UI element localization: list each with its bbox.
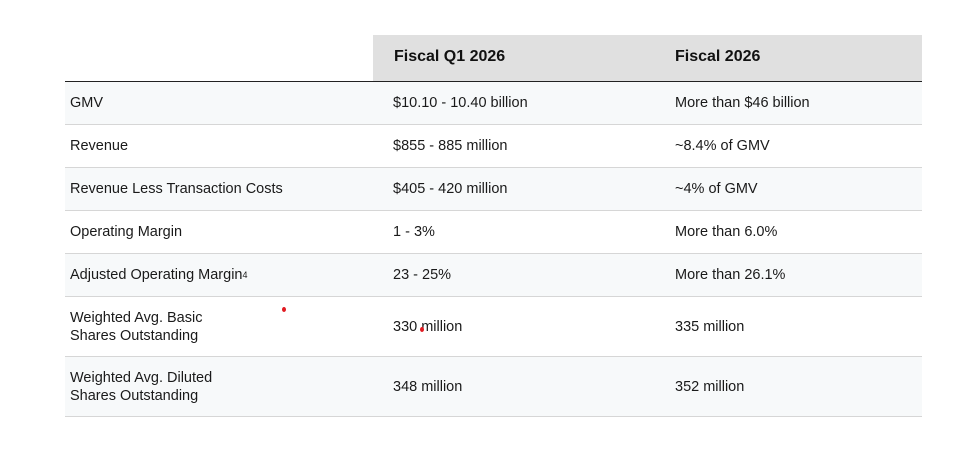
q1-value: 23 - 25% — [393, 267, 452, 283]
row-label-cell: Weighted Avg. Diluted Shares Outstanding — [70, 357, 360, 416]
table-row: Weighted Avg. Basic Shares Outstanding 3… — [65, 297, 922, 357]
table-row: Revenue $855 - 885 million ~8.4% of GMV — [65, 125, 922, 168]
row-label-cell: Weighted Avg. Basic Shares Outstanding — [70, 297, 360, 356]
row-label: GMV — [70, 95, 104, 111]
guidance-table: Fiscal Q1 2026 Fiscal 2026 GMV $10.10 - … — [65, 35, 922, 417]
row-label-line2: Shares Outstanding — [70, 387, 199, 404]
red-marker-dot — [282, 307, 286, 312]
fy-value: ~8.4% of GMV — [675, 138, 770, 154]
table-row: Weighted Avg. Diluted Shares Outstanding… — [65, 357, 922, 417]
fy-value: 352 million — [675, 378, 745, 395]
table-row: Revenue Less Transaction Costs $405 - 42… — [65, 168, 922, 211]
row-label-cell: Adjusted Operating Margin 4 — [70, 267, 248, 283]
header-background — [373, 35, 922, 81]
fy-value: ~4% of GMV — [675, 181, 758, 197]
q1-value: 1 - 3% — [393, 224, 435, 240]
row-label-line2: Shares Outstanding — [70, 327, 199, 344]
q1-value: $405 - 420 million — [393, 181, 508, 197]
table-row: Operating Margin 1 - 3% More than 6.0% — [65, 211, 922, 254]
header-fiscal-q1-2026: Fiscal Q1 2026 — [394, 48, 506, 65]
red-marker-dot — [420, 327, 424, 332]
header-fiscal-2026: Fiscal 2026 — [675, 48, 761, 65]
q1-value: $10.10 - 10.40 billion — [393, 95, 528, 111]
row-label-line1: Weighted Avg. Diluted — [70, 369, 213, 386]
fy-value: More than $46 billion — [675, 95, 810, 111]
fy-value: 335 million — [675, 318, 745, 335]
fy-value: More than 26.1% — [675, 267, 786, 283]
row-label: Adjusted Operating Margin — [70, 267, 243, 283]
q1-value: 330 million — [393, 318, 463, 335]
q1-value: 348 million — [393, 378, 463, 395]
row-label-line1: Weighted Avg. Basic — [70, 309, 203, 326]
table-row: Adjusted Operating Margin 4 23 - 25% More… — [65, 254, 922, 297]
row-label: Revenue Less Transaction Costs — [70, 181, 283, 197]
row-label: Revenue — [70, 138, 129, 154]
table-header: Fiscal Q1 2026 Fiscal 2026 — [65, 35, 922, 82]
fy-value: More than 6.0% — [675, 224, 778, 240]
row-label: Operating Margin — [70, 224, 183, 240]
table-row: GMV $10.10 - 10.40 billion More than $46… — [65, 82, 922, 125]
q1-value: $855 - 885 million — [393, 138, 508, 154]
